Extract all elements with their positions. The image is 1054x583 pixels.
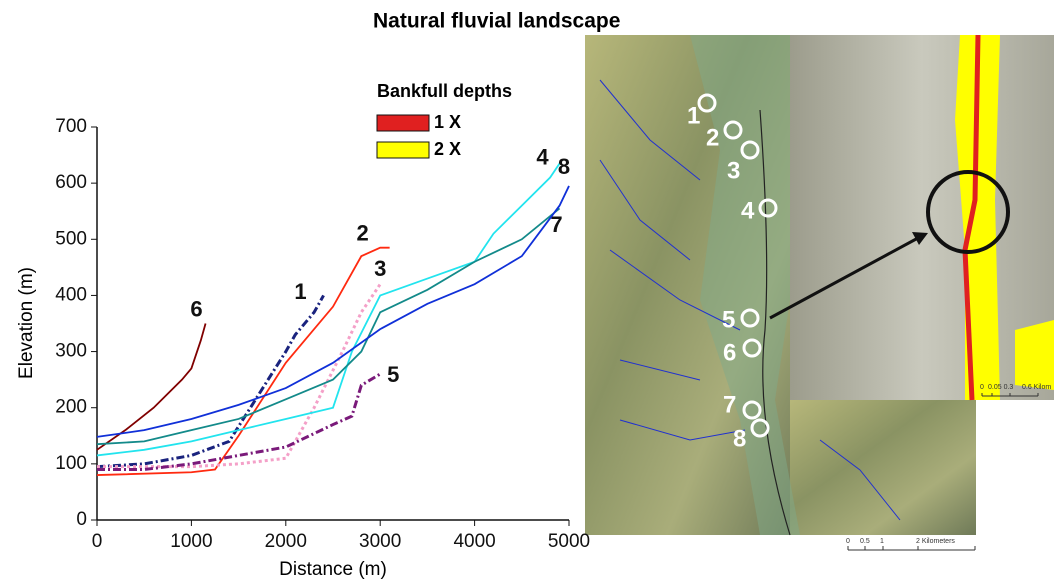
site-label: 3 xyxy=(727,157,740,184)
profile-line xyxy=(97,283,382,469)
series-label: 1 xyxy=(294,279,306,304)
site-label: 2 xyxy=(706,124,719,151)
profile-line xyxy=(96,207,561,446)
series-label: 3 xyxy=(374,256,386,281)
site-label: 5 xyxy=(722,306,735,333)
x-tick-label: 3000 xyxy=(359,531,401,552)
profile-line xyxy=(96,185,570,438)
flood-1x xyxy=(962,34,981,401)
site-marker xyxy=(742,400,762,420)
site-label: 6 xyxy=(723,339,736,366)
legend-swatch xyxy=(376,141,430,159)
zoom-circle xyxy=(926,170,1010,254)
profile-line xyxy=(97,372,381,471)
series-label: 8 xyxy=(558,154,570,179)
site-label: 1 xyxy=(687,102,700,129)
series-label: 2 xyxy=(357,221,369,246)
arrow xyxy=(769,236,919,320)
site-marker xyxy=(723,120,743,140)
scale-label: 0 xyxy=(980,384,984,391)
scale-label: 0 xyxy=(846,538,850,545)
x-tick-label: 5000 xyxy=(548,531,590,552)
legend: 1 X2 X xyxy=(376,112,461,159)
site-marker xyxy=(740,308,760,328)
y-tick-label: 100 xyxy=(55,453,87,474)
legend-label: 1 X xyxy=(434,112,461,132)
y-tick-label: 200 xyxy=(55,397,87,418)
site-marker xyxy=(740,140,760,160)
valley xyxy=(690,35,800,535)
flood-2x xyxy=(1015,320,1054,390)
x-tick-label: 4000 xyxy=(453,531,495,552)
profile-line xyxy=(96,294,325,469)
arrow-head xyxy=(912,232,928,245)
inset-map xyxy=(790,35,1054,400)
series-label: 5 xyxy=(387,362,399,387)
series-label: 4 xyxy=(536,144,549,169)
site-marker xyxy=(697,93,717,113)
site-label: 7 xyxy=(723,391,736,418)
map: 1 2 3 4 5 6 7 8 0 0.5 1 2 Kilometers 0 0… xyxy=(585,34,1054,551)
legend-label: 2 X xyxy=(434,139,461,159)
legend-title: Bankfull depths xyxy=(377,81,512,101)
x-axis-title: Distance (m) xyxy=(279,559,387,580)
y-tick-label: 300 xyxy=(55,341,87,362)
profile-line xyxy=(96,162,561,457)
streams xyxy=(599,79,901,521)
site-marker xyxy=(750,418,770,438)
chart-title: Natural fluvial landscape xyxy=(373,10,620,33)
inset-scale-bar xyxy=(981,393,1039,397)
legend-swatch xyxy=(376,114,430,132)
series-label: 7 xyxy=(550,212,562,237)
series-label: 6 xyxy=(190,296,202,321)
profile-line xyxy=(96,323,207,451)
site-label: 4 xyxy=(741,197,755,224)
river xyxy=(759,109,791,536)
x-tick-label: 0 xyxy=(92,531,103,552)
y-axis-title: Elevation (m) xyxy=(16,267,37,379)
y-tick-label: 400 xyxy=(55,284,87,305)
site-marker xyxy=(742,338,762,358)
scale-label: 0.5 xyxy=(860,538,870,545)
scale-bar xyxy=(847,546,976,551)
x-tick-label: 1000 xyxy=(170,531,212,552)
profile-line xyxy=(96,246,390,476)
site-marker xyxy=(758,198,778,218)
scale-label: 2 Kilometers xyxy=(916,538,955,545)
scale-label: 0.05 0.3 xyxy=(988,384,1013,391)
terrain-map xyxy=(790,400,976,535)
scale-label: 0.6 Kilom xyxy=(1022,384,1051,391)
y-tick-label: 600 xyxy=(55,172,87,193)
y-tick-label: 700 xyxy=(55,116,87,137)
y-tick-label: 500 xyxy=(55,228,87,249)
site-label: 8 xyxy=(733,425,746,452)
scale-label: 1 xyxy=(880,538,884,545)
x-tick-label: 2000 xyxy=(265,531,307,552)
y-tick-label: 0 xyxy=(76,509,87,530)
